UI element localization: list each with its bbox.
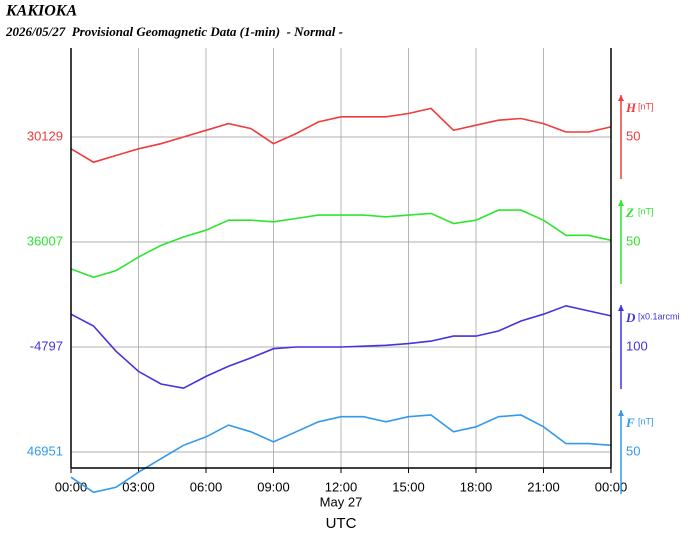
scale-label: 50 [626, 128, 640, 143]
x-date-label: May 27 [320, 494, 363, 509]
series-line [70, 209, 612, 279]
base-label: 36007 [27, 233, 63, 248]
x-tick-label: 06:00 [190, 479, 223, 494]
scale-arrow-head [618, 410, 624, 416]
scale-arrow-head [618, 305, 624, 311]
legend-name: Z [625, 205, 634, 220]
legend-unit: [nT] [638, 206, 654, 216]
base-label: 30129 [27, 128, 63, 143]
legend-name: H [625, 100, 637, 115]
x-tick-label: 18:00 [460, 479, 493, 494]
x-tick-label: 15:00 [392, 479, 425, 494]
scale-arrow-head [618, 95, 624, 101]
legend-unit: [nT] [638, 416, 654, 426]
base-label: 46951 [27, 443, 63, 458]
x-tick-label: 21:00 [527, 479, 560, 494]
legend-unit: [x0.1arcmi [638, 311, 680, 321]
scale-label: 50 [626, 233, 640, 248]
series-line [70, 107, 612, 164]
base-label: -4797 [30, 338, 63, 353]
legend-unit: [nT] [638, 101, 654, 111]
x-axis-title: UTC [326, 515, 357, 532]
chart-title: KAKIOKA [5, 3, 77, 20]
scale-label: 100 [626, 338, 648, 353]
legend-name: F [625, 415, 635, 430]
x-tick-label: 00:00 [55, 479, 88, 494]
scale-arrow-head [618, 200, 624, 206]
x-tick-label: 00:00 [595, 479, 628, 494]
x-tick-label: 03:00 [122, 479, 155, 494]
x-tick-label: 12:00 [325, 479, 358, 494]
series-line [70, 414, 612, 494]
legend-name: D [625, 310, 636, 325]
chart-subtitle: 2026/05/27 Provisional Geomagnetic Data … [5, 24, 343, 39]
x-tick-label: 09:00 [257, 479, 290, 494]
series-line [70, 304, 612, 390]
scale-label: 50 [626, 443, 640, 458]
